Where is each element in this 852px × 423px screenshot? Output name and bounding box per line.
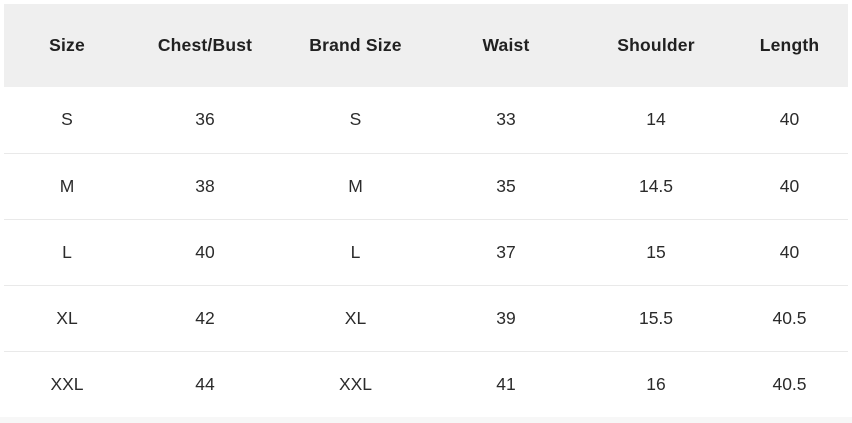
cell-length: 40	[779, 175, 800, 196]
cell-size: M	[59, 175, 75, 196]
cell-size: L	[62, 241, 72, 262]
size-row-xl: XL 42 XL 39 15.5 40.5	[4, 285, 848, 351]
cell-shoulder: 15.5	[638, 307, 674, 328]
cell-shoulder: 14	[646, 109, 666, 130]
cell-waist: 39	[496, 307, 516, 328]
cell-waist: 41	[496, 373, 516, 394]
header-row: Size Chest/Bust Brand Size Waist Shoulde…	[4, 4, 848, 87]
size-row-l: L 40 L 37 15 40	[4, 219, 848, 285]
cell-chest-bust: 40	[195, 241, 215, 262]
cell-brand-size: S	[349, 109, 362, 130]
cell-size: XXL	[50, 373, 84, 394]
cell-shoulder: 16	[646, 373, 666, 394]
cell-shoulder: 15	[646, 241, 666, 262]
cell-chest-bust: 38	[195, 175, 215, 196]
cell-waist: 37	[496, 241, 516, 262]
column-header-length: Length	[759, 35, 820, 55]
size-row-s: S 36 S 33 14 40	[4, 87, 848, 153]
cell-brand-size: M	[348, 175, 363, 196]
cell-size: XL	[56, 307, 78, 328]
column-header-shoulder: Shoulder	[617, 35, 695, 55]
cell-brand-size: XL	[344, 307, 367, 328]
size-chart-body: S 36 S 33 14 40 M 38 M 35 14.5 40 L 40 L 37 15 40 XL 42 XL 39…	[4, 87, 848, 417]
cell-waist: 33	[496, 109, 516, 130]
size-row-xxl: XXL 44 XXL 41 16 40.5	[4, 351, 848, 417]
cell-length: 40	[779, 109, 800, 130]
size-chart-table: Size Chest/Bust Brand Size Waist Shoulde…	[4, 4, 848, 418]
cell-waist: 35	[496, 175, 516, 196]
cell-size: S	[61, 109, 73, 130]
cell-length: 40.5	[772, 373, 807, 394]
column-header-brand-size: Brand Size	[309, 35, 402, 55]
cell-shoulder: 14.5	[638, 175, 674, 196]
cell-length: 40	[779, 241, 800, 262]
size-row-m: M 38 M 35 14.5 40	[4, 153, 848, 219]
column-header-size: Size	[49, 35, 85, 55]
column-header-chest-bust: Chest/Bust	[157, 35, 253, 55]
next-section-edge	[0, 417, 852, 423]
cell-chest-bust: 44	[195, 373, 215, 394]
cell-chest-bust: 36	[195, 109, 215, 130]
size-chart-header: Size Chest/Bust Brand Size Waist Shoulde…	[4, 4, 848, 87]
cell-chest-bust: 42	[195, 307, 215, 328]
column-header-waist: Waist	[482, 35, 530, 55]
cell-brand-size: L	[350, 241, 361, 262]
cell-brand-size: XXL	[338, 373, 373, 394]
cell-length: 40.5	[772, 307, 807, 328]
